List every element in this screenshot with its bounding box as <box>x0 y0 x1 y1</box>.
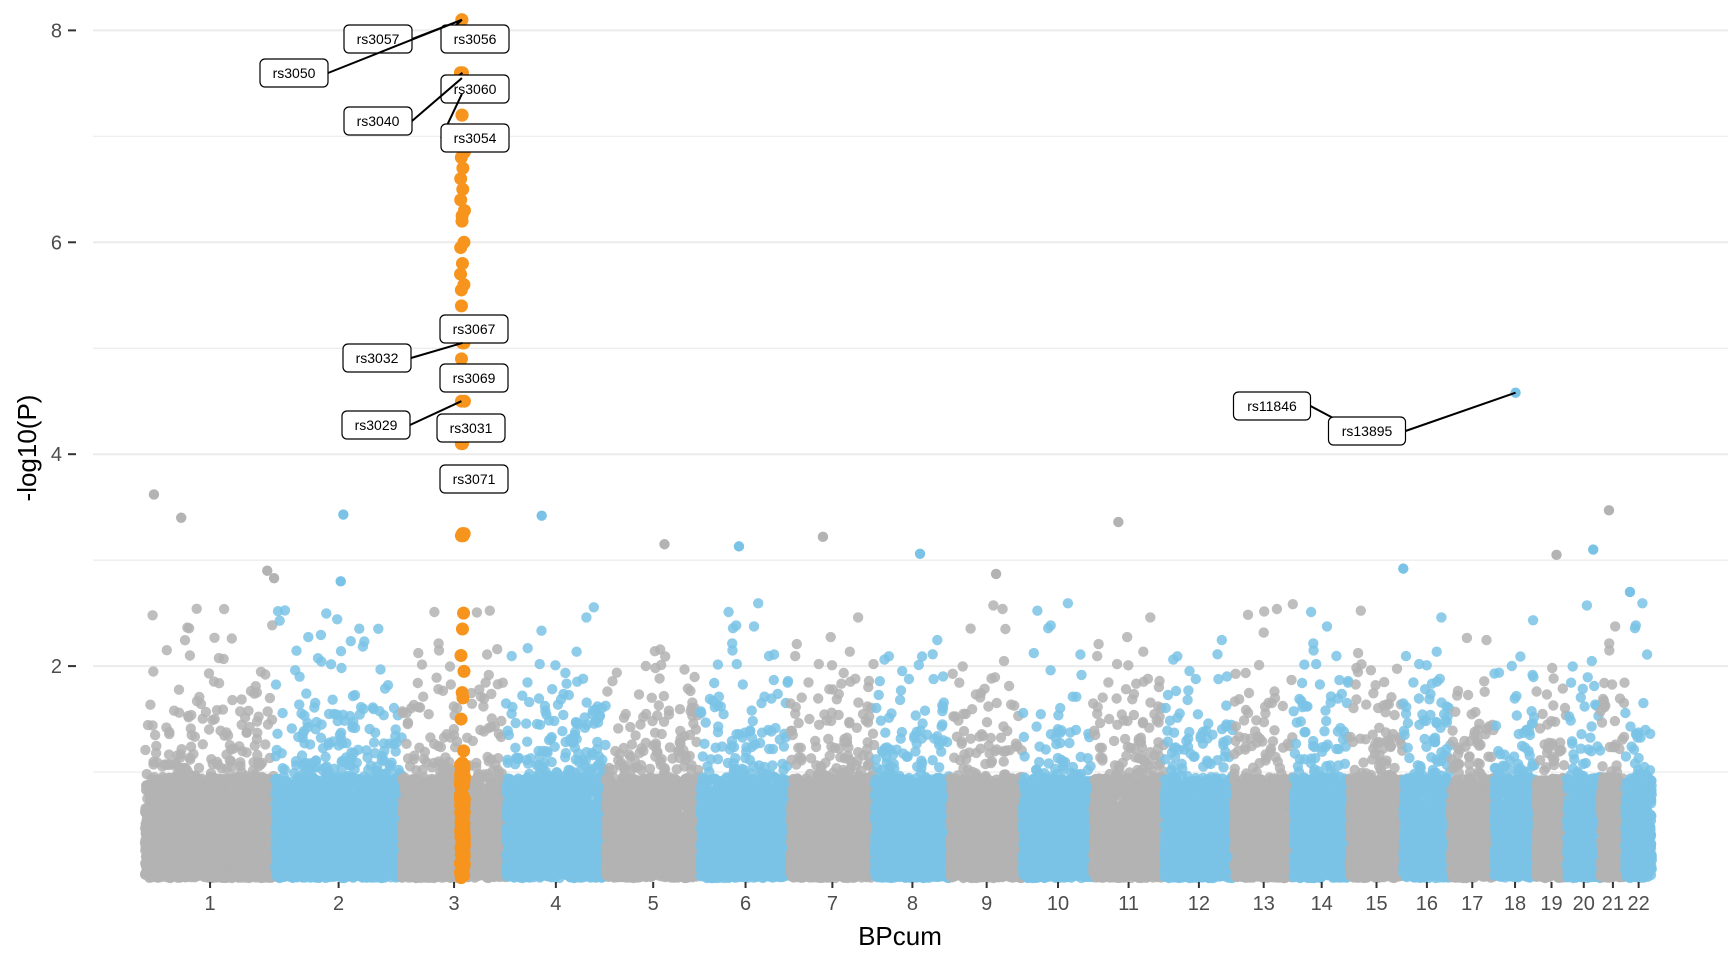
snp-point <box>256 667 266 677</box>
snp-point <box>214 653 224 663</box>
snp-point <box>253 712 263 722</box>
snp-point <box>265 693 275 703</box>
snp-point <box>250 741 260 751</box>
snp-point <box>227 762 237 772</box>
snp-point <box>241 747 251 757</box>
snp-point <box>185 754 195 764</box>
snp-point <box>190 732 200 742</box>
snp-point <box>150 730 160 740</box>
chart-canvas: rs3057 rs3056rs3050rs3060rs3040rs3054rs30… <box>0 0 1728 960</box>
snp-point <box>174 685 184 695</box>
snp-point <box>235 761 245 771</box>
snp-point <box>246 686 256 696</box>
snp-point <box>227 695 237 705</box>
snp-point <box>151 748 161 758</box>
snp-point <box>212 705 222 715</box>
snp-point <box>176 744 186 754</box>
snp-point <box>192 604 202 614</box>
snp-point <box>147 610 157 620</box>
snp-point <box>162 645 172 655</box>
snp-point <box>209 633 219 643</box>
snp-point <box>145 700 155 710</box>
snp-point <box>184 623 194 633</box>
snp-point <box>174 708 184 718</box>
snp-point <box>186 742 196 752</box>
snp-point <box>263 706 273 716</box>
snp-point <box>212 757 222 767</box>
snp-point <box>194 692 204 702</box>
snp-point <box>185 650 195 660</box>
gridlines <box>93 30 1728 772</box>
snp-point <box>241 728 251 738</box>
snp-point <box>252 728 262 738</box>
snp-point <box>236 694 246 704</box>
snp-point <box>140 745 150 755</box>
snp-point <box>227 633 237 643</box>
snp-point <box>209 676 219 686</box>
snp-point <box>263 719 273 729</box>
snp-point <box>207 715 217 725</box>
snp-point <box>164 749 174 759</box>
snp-point <box>219 731 229 741</box>
snp-point <box>204 724 214 734</box>
snp-point <box>219 604 229 614</box>
snp-point <box>157 761 167 771</box>
snp-point <box>201 707 211 717</box>
snp-point <box>198 739 208 749</box>
snp-point <box>225 740 235 750</box>
snp-point <box>143 720 153 730</box>
snp-point <box>180 635 190 645</box>
snp-point <box>243 706 253 716</box>
snp-point <box>164 729 174 739</box>
manhattan-plot: rs3057 rs3056 rs3050 rs3060 rs3040 rs3054 rs30… <box>0 0 1728 960</box>
snp-point <box>148 666 158 676</box>
data-points <box>140 388 1657 884</box>
snp-point <box>183 712 193 722</box>
